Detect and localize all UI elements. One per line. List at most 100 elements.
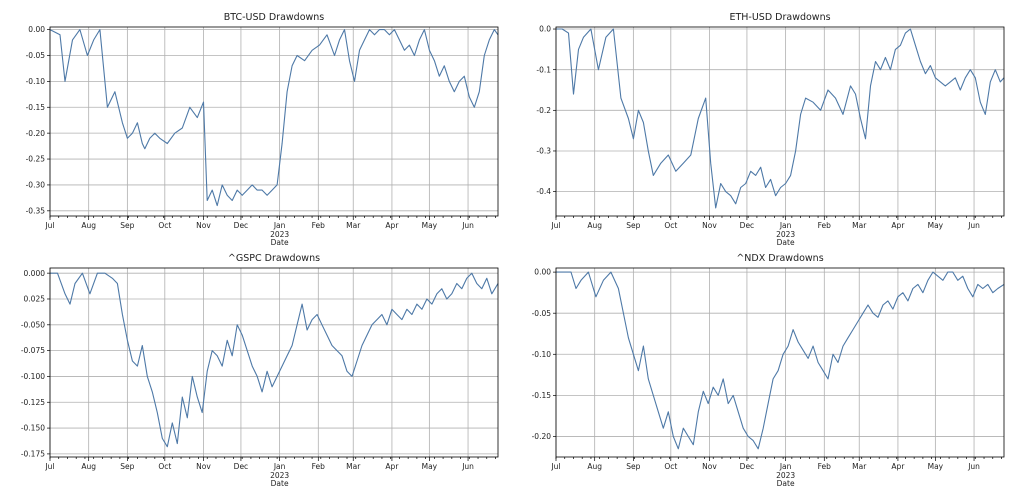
y-axis: 0.0 -0.1 -0.2 -0.3 -0.4 xyxy=(536,25,556,196)
chart-title: BTC-USD Drawdowns xyxy=(224,12,325,23)
x-tick-label: Feb xyxy=(818,462,832,471)
x-tick-label: Mar xyxy=(852,221,867,230)
x-tick-label: Dec xyxy=(740,221,755,230)
x-tick-label: Sep xyxy=(120,221,134,230)
x-tick-label: Apr xyxy=(385,221,399,230)
x-tick-label: Dec xyxy=(740,462,755,471)
grid-lines xyxy=(49,268,498,457)
y-tick-label: -0.4 xyxy=(536,187,551,196)
eth-usd-drawdown-chart: ETH-USD Drawdowns 0.0 -0.1 -0.2 -0.3 -0.4 Jul A… xyxy=(536,12,1005,246)
y-tick-label: -0.30 xyxy=(26,181,46,190)
x-tick-label: Nov xyxy=(196,221,211,230)
x-tick-label: Aug xyxy=(81,221,96,230)
x-tick-label: Mar xyxy=(346,221,361,230)
x-year-label: 2023 xyxy=(270,471,289,480)
plot-frame xyxy=(555,26,1005,217)
x-tick-label: Jul xyxy=(44,462,54,471)
y-tick-label: 0.00 xyxy=(534,268,551,277)
x-tick-label: Apr xyxy=(891,221,905,230)
drawdown-series-line xyxy=(556,28,1005,209)
y-tick-label: -0.1 xyxy=(536,65,551,74)
x-axis-label: Date xyxy=(271,238,289,246)
y-tick-label: -0.15 xyxy=(26,103,46,112)
x-tick-label: Oct xyxy=(664,462,677,471)
x-tick-label: Apr xyxy=(891,462,905,471)
y-axis: 0.00 -0.05 -0.10 -0.15 -0.20 xyxy=(532,268,556,441)
eth-usd-drawdown-panel: ETH-USD Drawdowns 0.0 -0.1 -0.2 -0.3 -0.4 Jul A… xyxy=(506,5,1012,246)
x-tick-label: May xyxy=(422,221,438,230)
x-year-label: 2023 xyxy=(270,230,289,239)
y-tick-label: 0.00 xyxy=(28,25,45,34)
x-tick-label: Oct xyxy=(158,221,171,230)
x-tick-label: Jan xyxy=(273,221,286,230)
y-tick-label: -0.05 xyxy=(532,309,552,318)
y-tick-label: -0.15 xyxy=(532,391,552,400)
x-tick-label: Jan xyxy=(273,462,286,471)
x-tick-label: Jan xyxy=(779,462,792,471)
x-tick-label: Aug xyxy=(81,462,96,471)
x-tick-label: Jun xyxy=(461,462,474,471)
x-tick-label: Feb xyxy=(818,221,832,230)
x-axis: Jul Aug Sep Oct Nov Dec Jan Feb Mar Apr May Jun 2023 xyxy=(550,216,980,239)
y-tick-label: -0.125 xyxy=(21,398,45,407)
x-tick-label: Sep xyxy=(120,462,134,471)
y-tick-label: 0.0 xyxy=(539,25,551,34)
x-tick-label: Dec xyxy=(234,221,249,230)
x-tick-label: Sep xyxy=(626,221,640,230)
x-tick-label: Nov xyxy=(702,221,717,230)
plot-frame xyxy=(49,26,499,217)
x-tick-label: May xyxy=(422,462,438,471)
x-tick-label: Mar xyxy=(346,462,361,471)
x-tick-label: Aug xyxy=(587,462,602,471)
x-tick-label: Dec xyxy=(234,462,249,471)
x-tick-label: Jul xyxy=(550,221,560,230)
y-tick-label: 0.000 xyxy=(24,269,46,278)
gspc-drawdown-panel: ^GSPC Drawdowns 0.000 0.025 -0.050 -0.075 -0.… xyxy=(0,246,506,487)
y-tick-label: -0.35 xyxy=(26,206,46,215)
x-axis-label: Date xyxy=(777,238,795,246)
y-tick-label: -0.05 xyxy=(26,51,46,60)
grid-lines xyxy=(555,27,1004,216)
x-year-label: 2023 xyxy=(776,471,795,480)
y-tick-label: -0.075 xyxy=(21,346,45,355)
plot-frame xyxy=(555,267,1005,458)
x-tick-label: Nov xyxy=(196,462,211,471)
x-axis-label: Date xyxy=(777,479,795,487)
y-tick-label: -0.100 xyxy=(21,372,45,381)
y-tick-label: -0.10 xyxy=(532,350,552,359)
y-tick-label: -0.20 xyxy=(532,432,552,441)
x-tick-label: Aug xyxy=(587,221,602,230)
plot-frame xyxy=(49,267,499,458)
x-tick-label: Jan xyxy=(779,221,792,230)
y-tick-label: 0.025 xyxy=(24,295,46,304)
x-tick-label: Jul xyxy=(44,221,54,230)
x-tick-label: Jun xyxy=(461,221,474,230)
y-tick-label: -0.20 xyxy=(26,129,46,138)
x-tick-label: Feb xyxy=(312,221,326,230)
y-tick-label: -0.150 xyxy=(21,424,45,433)
x-tick-label: Sep xyxy=(626,462,640,471)
x-tick-label: Feb xyxy=(312,462,326,471)
chart-title: ^NDX Drawdowns xyxy=(736,253,823,264)
y-tick-label: -0.3 xyxy=(536,147,551,156)
btc-usd-drawdown-chart: BTC-USD Drawdowns 0.00 -0.05 -0.10 -0.15 -0.2… xyxy=(26,12,499,246)
x-tick-label: Nov xyxy=(702,462,717,471)
btc-usd-drawdown-panel: BTC-USD Drawdowns 0.00 -0.05 -0.10 -0.15 -0.2… xyxy=(0,5,506,246)
x-axis-label: Date xyxy=(271,479,289,487)
chart-title: ETH-USD Drawdowns xyxy=(729,12,830,23)
grid-lines xyxy=(555,268,1004,457)
gspc-drawdown-chart: ^GSPC Drawdowns 0.000 0.025 -0.050 -0.075 -0.… xyxy=(21,253,499,487)
x-tick-label: Jun xyxy=(967,221,980,230)
y-tick-label: -0.10 xyxy=(26,77,46,86)
x-axis: Jul Aug Sep Oct Nov Dec Jan Feb Mar Apr May Jun 2023 xyxy=(44,216,474,239)
grid-lines xyxy=(49,27,498,216)
x-year-label: 2023 xyxy=(776,230,795,239)
x-tick-label: Oct xyxy=(158,462,171,471)
y-tick-label: -0.2 xyxy=(536,106,551,115)
ndx-drawdown-panel: ^NDX Drawdowns 0.00 -0.05 -0.10 -0.15 -0.20 Ju… xyxy=(506,246,1012,487)
x-tick-label: May xyxy=(928,221,944,230)
y-axis: 0.000 0.025 -0.050 -0.075 -0.100 -0.125 -0.150… xyxy=(21,269,50,459)
chart-title: ^GSPC Drawdowns xyxy=(228,253,320,264)
drawdown-series-line xyxy=(50,272,499,448)
